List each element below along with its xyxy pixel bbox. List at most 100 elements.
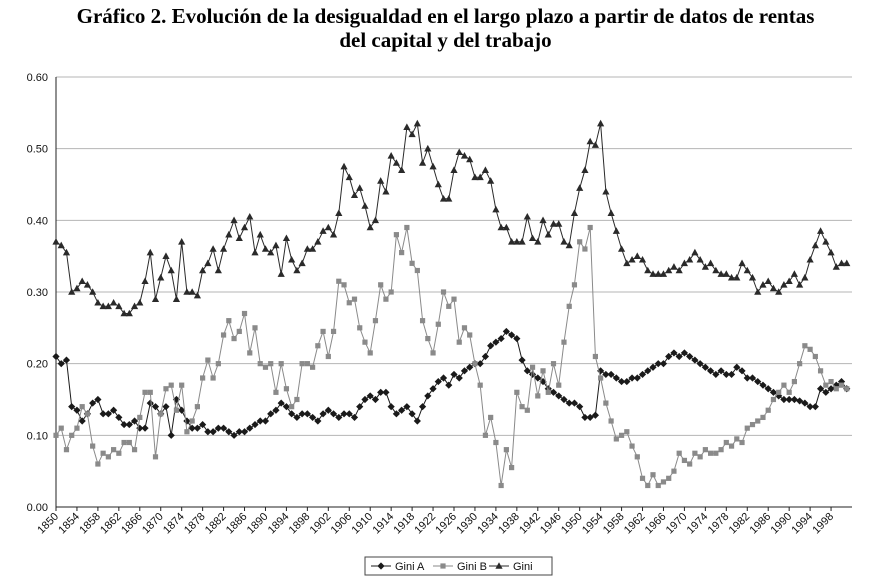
data-point-gini-a <box>356 403 364 411</box>
data-point-gini-a <box>827 385 835 393</box>
data-point-gini-a <box>340 410 348 418</box>
data-point-gini-b <box>697 454 703 460</box>
data-point-gini-a <box>686 352 694 361</box>
data-point-gini-a <box>439 374 448 382</box>
data-point-gini-b <box>828 378 834 385</box>
data-point-gini <box>471 173 479 181</box>
data-point-gini <box>581 166 589 173</box>
data-point-gini-a <box>115 413 123 422</box>
data-point-gini-a <box>62 356 71 364</box>
data-point-gini <box>288 255 296 263</box>
data-point-gini-a <box>816 385 825 393</box>
data-point-gini-a <box>371 395 380 404</box>
data-point-gini-b <box>131 447 138 453</box>
data-point-gini-b <box>414 267 420 274</box>
data-point-gini-a <box>204 428 212 436</box>
data-point-gini <box>670 263 678 270</box>
data-point-gini <box>487 177 495 184</box>
data-point-gini-a <box>199 420 207 429</box>
data-point-gini-b <box>315 343 321 349</box>
data-point-gini <box>141 277 149 285</box>
data-point-gini <box>350 191 359 199</box>
data-point-gini-a <box>675 352 683 361</box>
data-point-gini-a <box>230 431 238 439</box>
data-point-gini-b <box>608 418 614 424</box>
data-point-gini-b <box>645 482 651 489</box>
data-point-gini <box>497 223 505 231</box>
x-tick-label: 1942 <box>517 511 543 537</box>
data-point-gini-b <box>294 396 300 403</box>
data-point-gini <box>790 270 798 277</box>
x-tick-label: 1958 <box>601 511 627 537</box>
data-point-gini-b <box>173 407 180 413</box>
data-point-gini-a <box>497 334 505 343</box>
data-point-gini-b <box>807 346 813 352</box>
x-tick-label: 1890 <box>245 511 271 537</box>
data-point-gini <box>267 248 275 256</box>
legend-label-gini: Gini <box>513 561 533 573</box>
data-point-gini-b <box>111 447 117 453</box>
x-tick-label: 1930 <box>454 511 480 537</box>
data-point-gini-b <box>247 350 253 356</box>
data-point-gini <box>62 248 71 256</box>
data-point-gini-b <box>514 389 520 395</box>
data-point-gini-b <box>749 421 756 428</box>
data-point-gini-a <box>717 367 725 375</box>
data-point-gini-b <box>503 447 509 453</box>
data-point-gini <box>722 270 730 277</box>
data-point-gini-a <box>403 403 411 411</box>
data-point-gini-b <box>74 425 80 431</box>
data-point-gini-b <box>367 350 373 356</box>
data-point-gini <box>89 288 97 295</box>
y-tick-label: 0.20 <box>27 359 48 371</box>
data-point-gini <box>586 137 594 145</box>
data-point-gini-b <box>409 260 415 266</box>
data-point-gini-b <box>561 339 567 345</box>
data-point-gini-a <box>120 420 128 429</box>
x-tick-label: 1914 <box>370 511 396 537</box>
series-line-gini-a <box>55 330 848 436</box>
data-point-gini-a <box>418 403 427 411</box>
x-tick-label: 1898 <box>287 511 313 537</box>
data-point-gini-b <box>388 289 394 295</box>
data-point-gini <box>738 259 746 267</box>
data-point-gini-a <box>570 399 579 407</box>
data-point-gini-b <box>168 382 174 388</box>
data-point-gini-b <box>488 414 494 421</box>
data-point-gini-b <box>844 386 850 392</box>
data-point-gini <box>120 309 128 317</box>
data-point-gini <box>780 281 788 288</box>
data-point-gini-a <box>508 331 516 339</box>
x-tick-label: 1850 <box>35 511 61 537</box>
data-point-gini <box>717 270 725 277</box>
data-point-gini <box>94 298 102 306</box>
data-point-gini-b <box>650 472 656 478</box>
data-point-gini-a <box>209 428 217 436</box>
data-point-gini <box>748 273 757 281</box>
data-point-gini-b <box>357 325 363 331</box>
data-point-gini <box>565 241 573 249</box>
x-tick-label: 1870 <box>140 511 166 537</box>
y-tick-label: 0.10 <box>27 430 48 442</box>
x-tick-label: 1862 <box>98 511 124 537</box>
data-point-gini <box>460 152 469 159</box>
data-point-gini <box>623 259 631 267</box>
data-point-gini-a <box>460 367 469 375</box>
data-point-gini-b <box>493 439 499 446</box>
data-point-gini-a <box>654 360 662 368</box>
data-point-gini-b <box>378 282 384 288</box>
data-point-gini-a <box>125 420 133 429</box>
data-point-gini-a <box>89 399 97 407</box>
data-point-gini <box>371 216 380 224</box>
data-point-gini-a <box>329 410 338 418</box>
data-point-gini <box>418 159 427 166</box>
data-point-gini-b <box>728 443 735 449</box>
data-point-gini-b <box>639 475 646 481</box>
data-point-gini-b <box>283 386 290 392</box>
data-point-gini-b <box>681 457 688 464</box>
data-point-gini <box>73 284 81 292</box>
data-point-gini-b <box>592 353 598 360</box>
data-point-gini <box>675 266 683 274</box>
data-point-gini-b <box>482 432 489 438</box>
data-point-gini-b <box>598 375 604 381</box>
